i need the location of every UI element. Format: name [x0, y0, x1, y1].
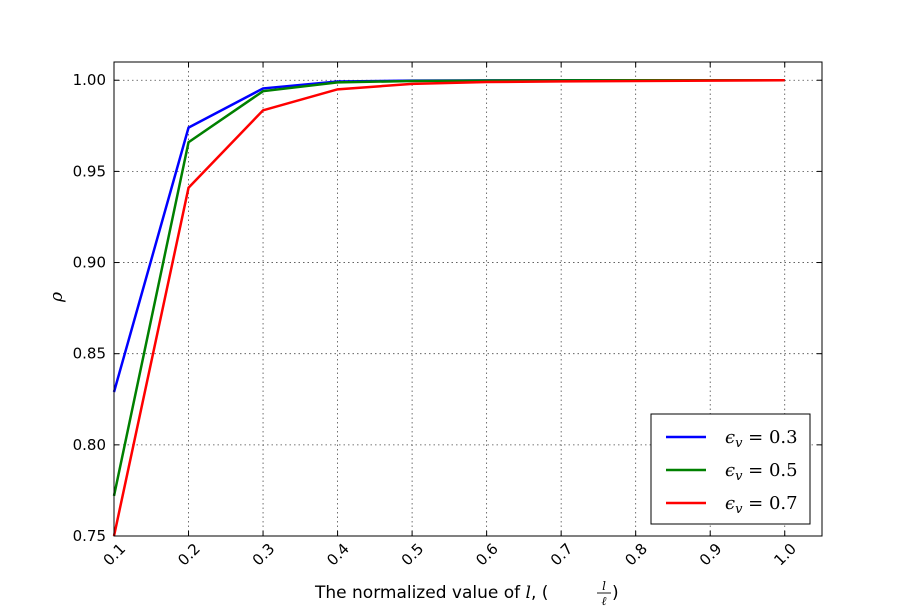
legend-symbol: ϵ	[725, 460, 735, 481]
legend-label-2: ϵv = 0.5	[725, 460, 798, 484]
fraction-denominator: ℓ	[602, 594, 607, 608]
plot-frame	[113, 61, 823, 537]
x-tick-label: 0.3	[249, 540, 279, 570]
x-tick-label: 0.8	[621, 540, 651, 570]
fraction-numerator: l	[602, 579, 606, 593]
y-axis-label: ρ	[47, 292, 67, 303]
y-tick-label: 0.95	[73, 162, 106, 180]
series-line-3	[112, 78, 785, 537]
x-tick-label: 0.4	[323, 540, 353, 570]
series-line-1	[112, 78, 785, 393]
x-tick-label: 1.0	[770, 540, 800, 570]
x-axis-label-var: l	[526, 583, 531, 603]
legend-value: = 0.7	[742, 493, 797, 514]
legend-subscript: v	[735, 502, 743, 517]
x-axis-label-prefix: The normalized value of	[314, 583, 526, 603]
legend-subscript: v	[735, 436, 743, 451]
legend-value: = 0.5	[742, 460, 797, 481]
x-tick-label: 0.6	[472, 540, 502, 570]
x-axis-label-fraction: l ℓ	[597, 579, 611, 608]
x-tick-label: 0.7	[547, 540, 577, 570]
legend-symbol: ϵ	[725, 493, 735, 514]
legend-subscript: v	[735, 469, 743, 484]
x-axis-label-mid: , (	[531, 583, 548, 603]
legend-symbol: ϵ	[725, 427, 735, 448]
x-tick-label: 0.9	[696, 540, 726, 570]
x-axis-label-suffix: )	[612, 583, 619, 603]
legend: ϵv = 0.3ϵv = 0.5ϵv = 0.7	[650, 413, 811, 525]
y-tick-label: 0.85	[73, 345, 106, 363]
legend-value: = 0.3	[742, 427, 797, 448]
legend-label-1: ϵv = 0.3	[725, 427, 798, 451]
legend-label-3: ϵv = 0.7	[725, 493, 798, 517]
y-tick-label: 1.00	[73, 71, 106, 89]
x-tick-label: 0.5	[398, 540, 428, 570]
y-tick-label: 0.75	[73, 527, 106, 545]
x-tick-label: 0.2	[174, 540, 204, 570]
y-tick-label: 0.90	[73, 254, 106, 272]
x-axis-label: The normalized value of l, (	[314, 583, 548, 603]
series-lines	[112, 78, 785, 537]
y-tick-label: 0.80	[73, 436, 106, 454]
